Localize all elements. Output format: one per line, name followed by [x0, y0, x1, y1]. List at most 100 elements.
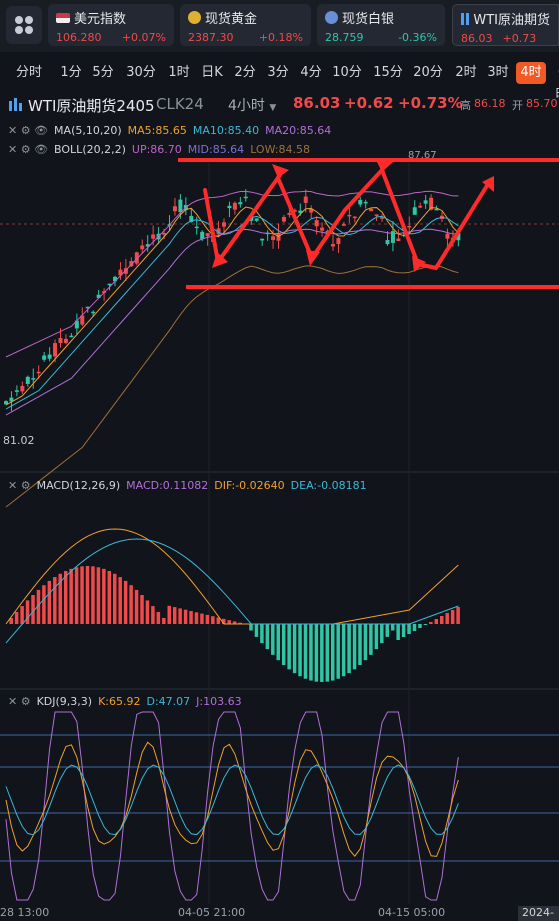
macd-bar	[107, 571, 112, 624]
d-value: D:47.07	[146, 695, 191, 708]
ticker-spot-gold[interactable]: 现货黄金 2387.30 +0.18%	[180, 4, 311, 46]
boll-upper-line	[5, 190, 459, 358]
symbol-name[interactable]: WTI原油期货2405	[28, 97, 155, 115]
candle-body	[91, 311, 96, 314]
macd-bar	[347, 624, 351, 674]
ticker-name: 现货白银	[342, 12, 395, 27]
boll-legend-name[interactable]: BOLL(20,2,2)	[54, 143, 126, 156]
ticker-price: 2387.30	[188, 31, 234, 44]
boll-legend: ✕ ⚙ 👁 BOLL(20,2,2) UP:86.70 MID:85.64 LO…	[8, 143, 316, 156]
macd-bar	[172, 607, 177, 624]
timeframe-13[interactable]: 3时	[487, 65, 509, 80]
macd-bar	[254, 624, 259, 637]
dropdown-caret-icon: ▼	[269, 103, 277, 113]
candle-body	[456, 232, 461, 241]
ticker-wti-crude[interactable]: WTI原油期货 86.03 +0.73	[452, 4, 559, 46]
macd-bar	[14, 611, 19, 624]
candle-body	[429, 197, 434, 210]
legend-controls[interactable]: ✕ ⚙	[8, 479, 31, 492]
candle-body	[189, 215, 194, 223]
timeframe-0[interactable]: 分时	[15, 65, 42, 80]
macd-bar	[167, 605, 171, 624]
macd-bar	[314, 624, 319, 682]
timeframe-4[interactable]: 1时	[168, 65, 190, 80]
timeframe-9[interactable]: 10分	[332, 65, 362, 80]
j-value: J:103.63	[196, 695, 242, 708]
last-price: 86.03	[293, 94, 341, 112]
macd-legend-name[interactable]: MACD(12,26,9)	[36, 479, 121, 492]
menu-grid-button[interactable]	[6, 6, 42, 44]
candle-body	[162, 232, 167, 235]
ticker-price: 106.280	[56, 31, 102, 44]
timeframe-14[interactable]: 4时	[516, 62, 546, 84]
legend-controls[interactable]: ✕ ⚙ 👁	[8, 143, 49, 156]
ticker-spot-silver[interactable]: 现货白银 28.759 -0.36%	[317, 4, 445, 46]
macd-bar	[58, 573, 62, 624]
timeframe-1[interactable]: 1分	[60, 65, 82, 80]
ticker-change: +0.18%	[258, 31, 303, 44]
timeframe-8[interactable]: 4分	[300, 65, 322, 80]
ma-legend: ✕ ⚙ 👁 MA(5,10,20) MA5:85.65 MA10:85.40 M…	[8, 124, 337, 137]
timeframe-6[interactable]: 2分	[234, 65, 256, 80]
candle-body	[222, 222, 226, 227]
macd-bar	[363, 624, 368, 661]
ticker-bar: 美元指数 106.280 +0.07% 现货黄金 2387.30 +0.18% 现货…	[0, 0, 559, 52]
macd-bar	[352, 624, 357, 670]
ma-legend-name[interactable]: MA(5,10,20)	[54, 124, 122, 137]
candle-body	[80, 315, 85, 325]
ticker-change: +0.07%	[121, 31, 166, 44]
kdj-legend: ✕ ⚙ KDJ(9,3,3) K:65.92 D:47.07 J:103.63	[8, 695, 248, 708]
timeframe-7[interactable]: 3分	[267, 65, 289, 80]
legend-controls[interactable]: ✕ ⚙	[8, 695, 31, 708]
candle-body	[216, 228, 221, 235]
macd-bar	[200, 613, 204, 624]
macd-bar	[271, 624, 275, 655]
timeframe-15[interactable]: 6时	[553, 62, 559, 102]
macd-bar	[145, 600, 150, 624]
candle-body	[172, 206, 177, 212]
timeframe-12[interactable]: 2时	[455, 65, 477, 80]
macd-bar	[396, 624, 400, 640]
dea-line	[5, 538, 459, 644]
macd-bar	[9, 617, 13, 624]
symbol-code: CLK24	[156, 95, 204, 113]
candle-body	[331, 244, 335, 247]
candle-body	[14, 390, 19, 392]
time-axis: 28 13:00 04-05 21:00 04-15 05:00 2024-0	[0, 904, 559, 921]
macd-bar	[249, 624, 253, 631]
macd-bar	[429, 622, 433, 624]
high-price-mark: 87.67	[408, 150, 437, 161]
candle-body	[205, 233, 210, 237]
time-label: 04-15 05:00	[378, 906, 446, 919]
macd-bar	[162, 617, 166, 624]
ticker-change: +0.73	[502, 32, 537, 45]
macd-bar	[336, 624, 340, 679]
timeframe-5[interactable]: 日K	[201, 65, 223, 80]
legend-controls[interactable]: ✕ ⚙ 👁	[8, 124, 49, 137]
macd-bar	[194, 612, 199, 624]
timeframe-10[interactable]: 15分	[373, 65, 403, 80]
kdj-legend-name[interactable]: KDJ(9,3,3)	[36, 695, 93, 708]
macd-bar	[303, 624, 308, 679]
time-label: 04-05 21:00	[178, 906, 246, 919]
macd-legend: ✕ ⚙ MACD(12,26,9) MACD:0.11082 DIF:-0.02…	[8, 479, 373, 492]
candle-body	[145, 244, 150, 247]
macd-bar	[358, 624, 362, 666]
ticker-usd-index[interactable]: 美元指数 106.280 +0.07%	[48, 4, 174, 46]
gold-icon	[188, 11, 201, 24]
high-value: 86.18	[474, 97, 506, 110]
timeframe-11[interactable]: 20分	[413, 65, 443, 80]
macd-panel	[5, 528, 460, 682]
candle-body	[36, 371, 41, 374]
ticker-name: 美元指数	[74, 12, 127, 27]
timeframe-2[interactable]: 5分	[92, 65, 114, 80]
macd-bar	[36, 589, 41, 624]
dea-value: DEA:-0.08181	[290, 479, 367, 492]
interval-selector[interactable]: 4小时 ▼	[228, 95, 276, 115]
timeframe-3[interactable]: 30分	[126, 65, 156, 80]
macd-bar	[287, 624, 291, 670]
k-line	[5, 741, 459, 857]
macd-bar	[102, 568, 106, 624]
